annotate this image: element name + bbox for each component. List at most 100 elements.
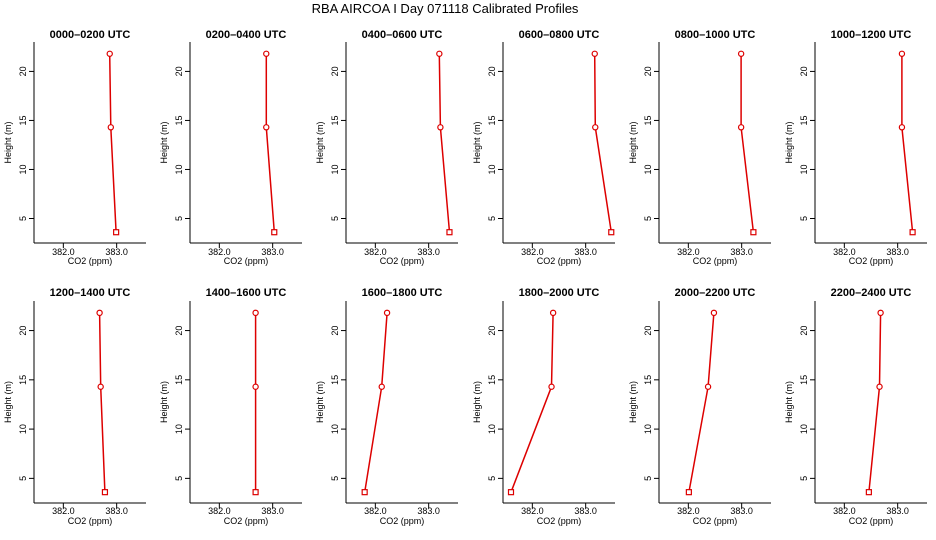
y-axis-label: Height (m)	[472, 121, 482, 163]
x-tick-label: 383.0	[105, 247, 128, 257]
panel-title: 0800–1000 UTC	[675, 29, 756, 41]
x-axis-label: CO2 (ppm)	[693, 516, 738, 526]
y-tick-label: 20	[643, 326, 653, 336]
panel-title: 0400–0600 UTC	[362, 29, 443, 41]
y-tick-label: 10	[330, 424, 340, 434]
y-tick-label: 15	[799, 375, 809, 385]
y-tick-label: 5	[643, 476, 653, 481]
y-axis-label: Height (m)	[159, 381, 169, 423]
data-point-circle	[106, 50, 113, 57]
data-point-circle	[737, 50, 745, 57]
x-tick-label: 382.0	[677, 506, 700, 516]
profile-line	[438, 53, 451, 233]
y-tick-label: 5	[330, 476, 340, 481]
profile-line	[593, 53, 613, 233]
x-tick-label: 383.0	[105, 506, 128, 516]
data-point-circle	[437, 124, 444, 131]
y-tick-label: 15	[799, 115, 809, 125]
x-tick-label: 383.0	[574, 247, 597, 257]
y-tick-label: 20	[643, 66, 653, 76]
data-point-circle	[383, 309, 391, 317]
data-point-square	[113, 229, 120, 236]
data-point-circle	[96, 309, 103, 317]
data-point-circle	[549, 309, 557, 317]
x-tick-label: 382.0	[677, 247, 700, 257]
y-tick-label: 15	[174, 375, 184, 385]
panel-title: 1400–1600 UTC	[206, 287, 287, 299]
x-tick-label: 383.0	[730, 506, 753, 516]
y-tick-label: 15	[18, 375, 28, 385]
panel-title: 0200–0400 UTC	[206, 29, 287, 41]
x-axis-label: CO2 (ppm)	[537, 516, 582, 526]
x-tick-label: 382.0	[208, 247, 231, 257]
y-axis-label: Height (m)	[159, 121, 169, 163]
y-tick-label: 5	[174, 216, 184, 221]
data-point-circle	[876, 383, 883, 390]
y-tick-label: 5	[643, 216, 653, 221]
y-tick-label: 10	[487, 164, 497, 174]
data-point-circle	[252, 383, 259, 390]
data-point-square	[507, 489, 515, 496]
y-axis-label: Height (m)	[315, 121, 325, 163]
data-point-circle	[263, 124, 270, 131]
y-tick-label: 10	[174, 424, 184, 434]
x-tick-label: 383.0	[261, 247, 284, 257]
y-tick-label: 20	[487, 66, 497, 76]
x-tick-label: 383.0	[886, 247, 909, 257]
y-axis-label: Height (m)	[3, 121, 13, 163]
x-axis-label: CO2 (ppm)	[380, 256, 425, 266]
profile-line	[510, 312, 554, 493]
data-point-circle	[704, 383, 712, 390]
y-tick-label: 20	[18, 66, 28, 76]
data-point-circle	[378, 383, 385, 390]
x-axis-label: CO2 (ppm)	[68, 256, 113, 266]
y-tick-label: 15	[643, 375, 653, 385]
y-tick-label: 5	[799, 216, 809, 221]
x-axis-label: CO2 (ppm)	[537, 256, 582, 266]
x-tick-label: 382.0	[833, 247, 856, 257]
x-tick-label: 382.0	[364, 247, 387, 257]
data-point-circle	[592, 124, 599, 131]
y-tick-label: 10	[330, 164, 340, 174]
data-point-circle	[436, 50, 443, 57]
y-axis-label: Height (m)	[784, 381, 794, 423]
x-axis-label: CO2 (ppm)	[68, 516, 113, 526]
panel-title: 2200–2400 UTC	[831, 287, 912, 299]
panel-title: 1200–1400 UTC	[50, 287, 131, 299]
x-tick-label: 383.0	[574, 506, 597, 516]
y-axis-label: Height (m)	[628, 381, 638, 423]
y-tick-label: 5	[799, 476, 809, 481]
data-point-circle	[263, 50, 270, 57]
x-tick-label: 383.0	[417, 506, 440, 516]
y-tick-label: 20	[487, 326, 497, 336]
y-tick-label: 10	[174, 164, 184, 174]
y-tick-label: 20	[174, 326, 184, 336]
x-tick-label: 382.0	[521, 506, 544, 516]
panel-title: 2000–2200 UTC	[675, 287, 756, 299]
data-point-circle	[107, 124, 115, 131]
profile-line	[740, 53, 755, 233]
x-axis-label: CO2 (ppm)	[380, 516, 425, 526]
y-tick-label: 15	[330, 375, 340, 385]
y-tick-label: 15	[330, 115, 340, 125]
x-tick-label: 382.0	[208, 506, 231, 516]
x-tick-label: 383.0	[417, 247, 440, 257]
y-tick-label: 5	[487, 216, 497, 221]
data-point-square	[608, 229, 615, 236]
y-tick-label: 10	[18, 424, 28, 434]
data-point-square	[750, 229, 757, 236]
y-axis-label: Height (m)	[784, 121, 794, 163]
data-point-circle	[97, 383, 104, 390]
data-point-square	[101, 489, 109, 496]
x-tick-label: 383.0	[730, 247, 753, 257]
